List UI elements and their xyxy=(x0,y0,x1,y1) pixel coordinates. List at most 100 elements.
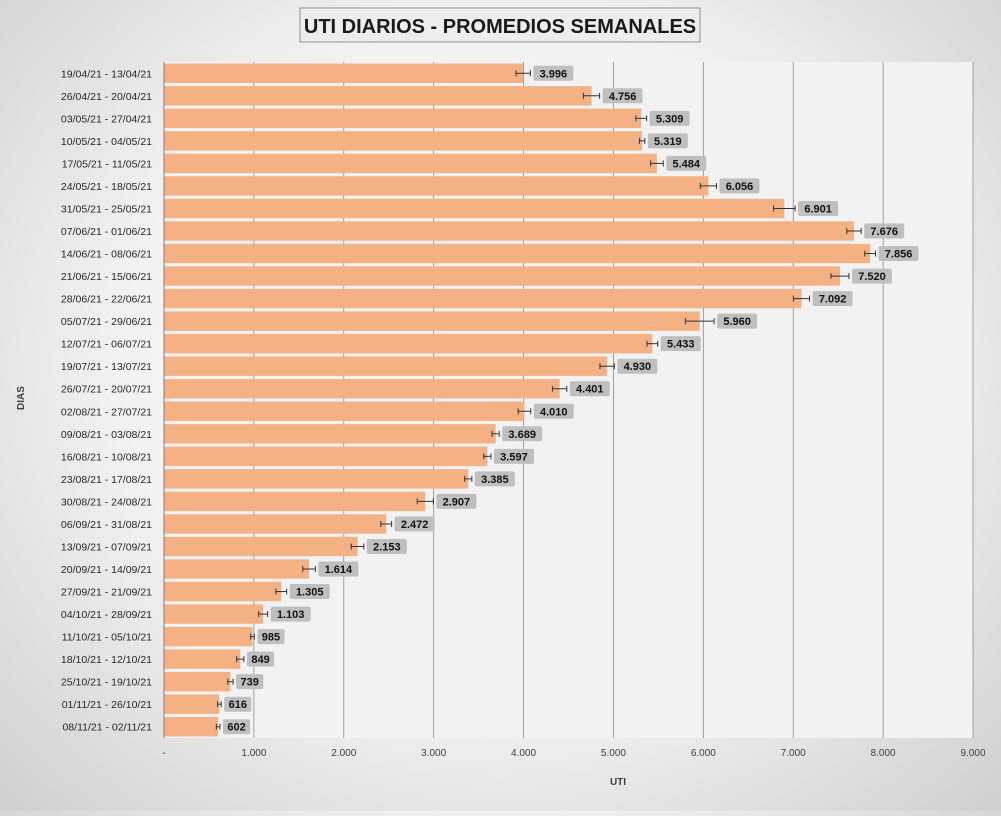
data-label-bg xyxy=(602,88,643,104)
y-tick-labels: 19/04/21 - 13/04/21 26/04/21 - 20/04/21 03… xyxy=(61,68,152,733)
y-tick-label: 18/10/21 - 12/10/21 xyxy=(61,654,152,666)
data-labels: 3.996 4.756 5.309 5.319 5.484 6.056 6.901 7.676… xyxy=(222,65,919,735)
error-bar xyxy=(684,318,715,325)
y-tick-label: 05/07/21 - 29/06/21 xyxy=(61,316,152,328)
y-tick-label: 17/05/21 - 11/05/21 xyxy=(62,158,152,170)
data-label-bg xyxy=(246,651,275,667)
chart-title: UTI DIARIOS - PROMEDIOS SEMANALES xyxy=(304,16,696,38)
data-label: 849 xyxy=(251,654,269,666)
data-label-bg xyxy=(236,674,264,690)
data-label-bg xyxy=(533,403,574,419)
error-bar xyxy=(250,633,255,640)
y-tick-label: 03/05/21 - 27/04/21 xyxy=(61,113,152,125)
data-label: 616 xyxy=(229,699,247,711)
bar xyxy=(164,266,840,286)
data-label-bg xyxy=(719,178,760,194)
error-bar xyxy=(792,295,811,302)
data-label-bg xyxy=(224,696,252,712)
data-label: 5.319 xyxy=(654,136,682,148)
error-bar xyxy=(380,520,393,527)
error-bar xyxy=(582,92,601,99)
bar xyxy=(164,288,802,309)
data-label: 1.614 xyxy=(325,564,353,576)
y-tick-label: 02/08/21 - 27/07/21 xyxy=(61,406,152,418)
data-label: 602 xyxy=(227,722,245,734)
y-tick-label: 28/06/21 - 22/06/21 xyxy=(61,294,152,306)
data-label-bg xyxy=(436,493,477,509)
data-label-bg xyxy=(660,336,701,352)
data-label: 4.401 xyxy=(576,384,604,396)
y-tick-label: 01/11/21 - 26/10/21 xyxy=(62,699,152,711)
y-tick-label: 26/07/21 - 20/07/21 xyxy=(61,384,152,396)
x-tick-label: 9.000 xyxy=(960,748,985,759)
data-label-bg xyxy=(366,538,407,554)
y-tick-label: 24/05/21 - 18/05/21 xyxy=(61,181,152,193)
data-label: 3.689 xyxy=(508,429,536,441)
bar xyxy=(164,626,253,647)
x-tick-label: 5.000 xyxy=(601,748,626,759)
data-label-bg xyxy=(717,313,758,329)
y-tick-label: 07/06/21 - 01/06/21 xyxy=(61,226,152,238)
y-tick-label: 19/04/21 - 13/04/21 xyxy=(61,68,152,80)
data-label: 4.010 xyxy=(540,406,568,418)
data-label: 5.309 xyxy=(656,113,684,125)
error-bar xyxy=(483,453,492,460)
error-bar xyxy=(275,588,288,595)
bar xyxy=(164,469,469,489)
error-bar xyxy=(350,543,365,550)
x-tick-label: 6.000 xyxy=(691,748,716,759)
data-label-bg xyxy=(812,291,853,307)
data-label: 5.433 xyxy=(667,339,695,351)
data-label-bg xyxy=(394,516,435,532)
bar xyxy=(164,379,560,399)
data-label-bg xyxy=(798,200,839,216)
data-label-bg xyxy=(666,155,707,171)
error-bar xyxy=(491,430,500,437)
error-bar xyxy=(699,182,717,189)
y-tick-label: 26/04/21 - 20/04/21 xyxy=(61,91,152,103)
x-tick-label: 2.000 xyxy=(331,748,356,759)
y-tick-label: 12/07/21 - 06/07/21 xyxy=(61,339,152,351)
data-label: 3.996 xyxy=(540,68,568,80)
error-bar xyxy=(236,656,245,663)
y-tick-label: 31/05/21 - 25/05/21 xyxy=(61,203,152,215)
y-tick-label: 04/10/21 - 28/09/21 xyxy=(61,609,152,621)
data-label: 7.676 xyxy=(870,226,898,238)
y-tick-label: 19/07/21 - 13/07/21 xyxy=(61,361,152,373)
error-bar xyxy=(517,408,532,415)
data-label-bg xyxy=(617,358,658,374)
plot-area xyxy=(164,62,973,738)
y-tick-label: 27/09/21 - 21/09/21 xyxy=(61,587,152,599)
data-label: 1.305 xyxy=(296,587,324,599)
error-bar xyxy=(846,228,862,234)
data-label: 5.484 xyxy=(672,158,700,170)
data-label-bg xyxy=(222,719,251,735)
data-label: 739 xyxy=(241,677,259,689)
y-tick-label: 10/05/21 - 04/05/21 xyxy=(61,136,152,148)
x-tick-label: - xyxy=(162,748,165,759)
x-tick-label: 3.000 xyxy=(421,748,446,759)
x-tick-labels: - 1.000 2.000 3.000 4.000 5.000 6.000 7.000 8.00… xyxy=(162,748,986,759)
data-label: 4.930 xyxy=(624,361,652,373)
data-label-bg xyxy=(257,629,285,645)
bar xyxy=(164,491,426,512)
error-bar xyxy=(599,363,615,370)
bar xyxy=(164,559,310,579)
error-bar xyxy=(416,498,434,505)
error-bar xyxy=(258,611,269,618)
bar xyxy=(164,604,264,624)
data-label: 7.092 xyxy=(819,294,847,306)
data-label-bg xyxy=(649,110,690,126)
bar xyxy=(164,671,231,692)
bar xyxy=(164,694,220,714)
error-bar xyxy=(515,70,531,77)
data-label: 1.103 xyxy=(277,609,305,621)
bar xyxy=(164,536,358,557)
data-label-bg xyxy=(647,133,688,149)
y-tick-label: 09/08/21 - 03/08/21 xyxy=(61,429,152,441)
data-label-bg xyxy=(878,246,919,262)
data-label-bg xyxy=(318,561,359,577)
data-label-bg xyxy=(569,381,610,397)
y-tick-label: 08/11/21 - 02/11/21 xyxy=(62,722,152,734)
bar xyxy=(164,333,653,354)
